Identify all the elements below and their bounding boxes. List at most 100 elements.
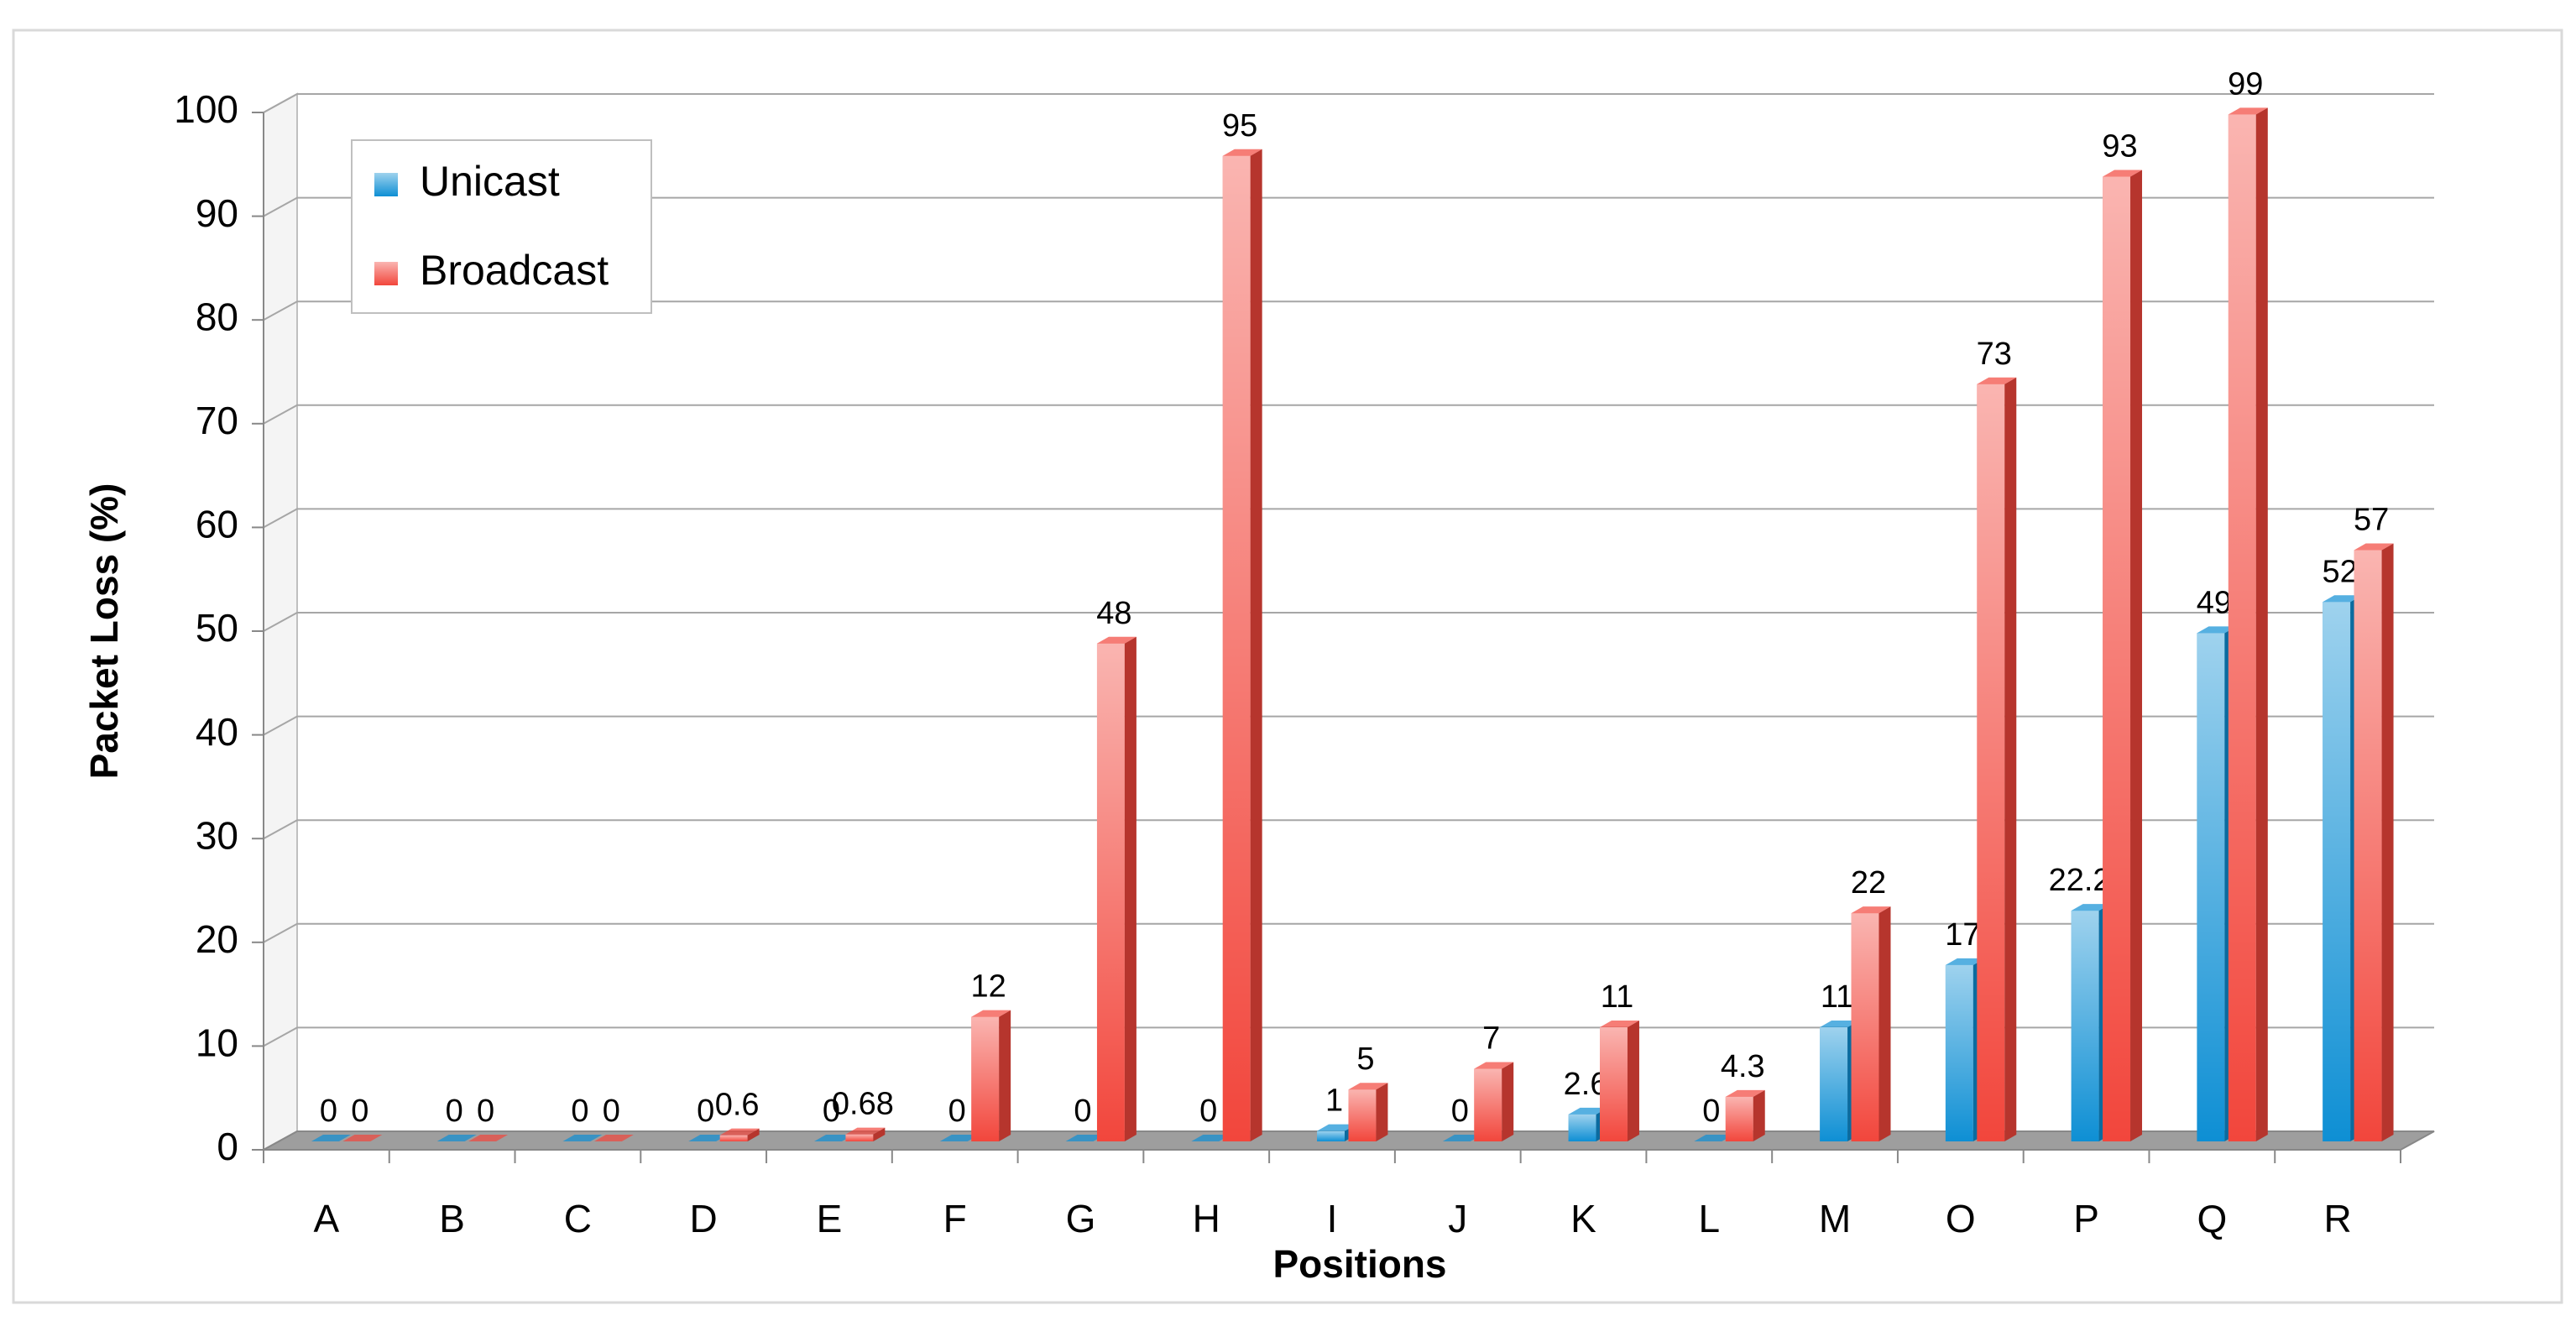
x-tick-label: E [817,1197,843,1240]
bar-top [1568,1107,1608,1115]
data-label: 1 [1325,1083,1343,1119]
bar-shine [2228,114,2256,1142]
data-label: 0 [446,1094,463,1129]
bar [1222,149,1262,1141]
bar-top [562,1135,603,1141]
bar-shine [1851,913,1879,1141]
y-tick-label: 70 [196,399,238,442]
bar-shine [1096,643,1125,1141]
data-label: 11 [1821,979,1853,1015]
bar [1348,1083,1388,1141]
data-label: 99 [2228,66,2263,102]
bar-side [1753,1089,1765,1141]
bar [719,1128,760,1141]
bar-side [1250,149,1262,1141]
bar-shine [1945,964,1973,1141]
bar [2103,170,2143,1141]
y-tick-label: 0 [217,1125,238,1168]
bar-top [939,1135,980,1141]
grid-line [263,819,2434,840]
bar-top [1851,906,1891,914]
bar [1191,1135,1231,1141]
bar-side [1376,1083,1388,1141]
bar-top [1600,1021,1639,1028]
data-label: 95 [1222,108,1257,144]
bar-top [468,1135,509,1141]
x-tick-label: R [2324,1197,2352,1240]
bar [436,1135,477,1141]
bar-shine [2354,550,2382,1141]
bar-shine [1317,1130,1345,1141]
bar-shine [2323,602,2351,1141]
bar [2228,107,2268,1142]
bar-top [342,1135,383,1141]
bar-top [1474,1062,1514,1069]
bar-shine [845,1134,874,1141]
y-axis-title: Packet Loss (%) [82,483,126,780]
grid-line [263,612,2434,632]
bar-shine [2197,633,2225,1141]
bar [813,1135,854,1141]
data-label: 12 [971,969,1006,1005]
bar [2354,543,2394,1141]
x-tick-label: L [1698,1197,1720,1240]
bar [1851,906,1891,1141]
data-label: 48 [1096,596,1131,631]
y-tick-label: 20 [196,917,238,961]
x-tick-label: M [1819,1197,1851,1240]
bar-top [593,1135,634,1141]
bar [1442,1135,1482,1141]
bar-shine [1977,384,2005,1142]
y-tick-label: 40 [196,710,238,754]
bar-side [1124,636,1136,1141]
bar-side [2255,107,2268,1142]
bar-top [1317,1124,1356,1131]
bar-shine [1820,1027,1848,1141]
bar [1945,958,1985,1141]
x-tick-label: B [439,1197,465,1240]
legend-label: Unicast [420,158,560,205]
bar-shine [1725,1096,1753,1141]
bar-shine [971,1016,1000,1141]
grid-line [263,93,2434,113]
grid-line [263,404,2434,425]
data-label: 0 [1199,1094,1217,1129]
legend-label: Broadcast [420,247,609,294]
bar-top [2103,170,2143,177]
legend: Unicast Broadcast [351,139,652,314]
y-tick-label: 100 [174,87,238,131]
data-label: 4.3 [1721,1049,1765,1084]
grid-line [263,196,2434,217]
bar-side [2381,543,2394,1141]
bar-top [1820,1021,1860,1028]
bar-shine [1348,1089,1377,1141]
bar-side [1502,1062,1514,1141]
x-tick-label: J [1448,1197,1467,1240]
bar-top [1442,1135,1482,1141]
bars: A0 0B0 0C0 0D0 0.6E00.68F012G048H095I15J07K2… [311,66,2394,1240]
bar [2197,626,2237,1141]
grid-line [263,922,2434,943]
bar [971,1010,1011,1141]
bar [1065,1135,1105,1141]
y-tick-label: 60 [196,503,238,546]
bar-top [845,1127,886,1135]
data-label: 0 [351,1094,368,1129]
bar [1725,1089,1765,1141]
bar [1977,377,2017,1142]
data-label: 57 [2354,503,2389,538]
x-tick-label: K [1570,1197,1596,1240]
data-label: 93 [2102,129,2137,164]
bar-top [2228,107,2268,115]
grid-line [263,300,2434,321]
grid-line [263,1026,2434,1047]
bar [342,1135,383,1141]
grid-line [263,508,2434,529]
grid-line [263,715,2434,736]
data-label: 0 [1451,1094,1469,1129]
bar-top [1694,1135,1734,1141]
data-label: 7 [1482,1021,1500,1057]
data-label: 0.6 [715,1088,760,1123]
bar-top [1222,149,1262,156]
